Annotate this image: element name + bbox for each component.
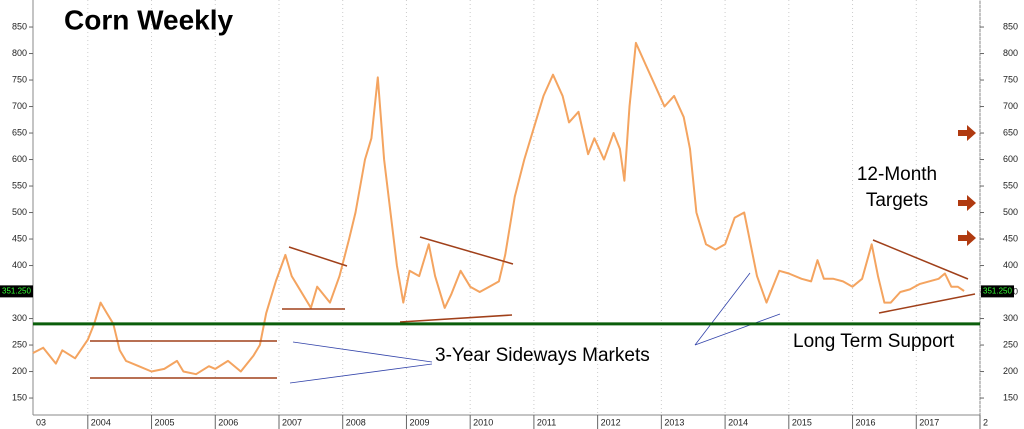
target-arrows [958,125,976,246]
y2-tick-label: 700 [1003,101,1018,111]
y-tick-label: 750 [12,74,27,84]
x-tick-label: 2015 [792,417,812,427]
arrow [958,125,976,141]
x-tick-label: 2013 [664,417,684,427]
trend-line [419,236,514,265]
trend-line [878,293,976,314]
y2-tick-label: 850 [1003,21,1018,31]
price-marker [0,285,33,298]
y-tick-label: 800 [12,48,27,58]
pointer-line [292,341,433,363]
y-tick-label: 300 [12,313,27,323]
x-tick-label: 2014 [728,417,748,427]
y2-tick-label: 800 [1003,48,1018,58]
price-label: 351.250 [983,286,1012,295]
trend-line [872,239,969,280]
y-tick-label: 500 [12,207,27,217]
x-tick-label: 2016 [856,417,876,427]
arrow [958,230,976,246]
y-tick-label: 150 [12,392,27,402]
y-tick-label: 400 [12,260,27,270]
y2-tick-label: 450 [1003,233,1018,243]
pointer-line [694,313,781,346]
y2-tick-label: 750 [1003,74,1018,84]
trend-line [399,314,513,323]
trend-line [288,246,348,267]
y2-tick-label: 200 [1003,366,1018,376]
x-tick-label: 2009 [409,417,429,427]
y2-tick-label: 400 [1003,260,1018,270]
y-tick-label: 650 [12,127,27,137]
x-tick-label: 2005 [155,417,175,427]
x-tick-label: 2004 [91,417,111,427]
x-tick-label: 2010 [473,417,493,427]
y2-tick-label: 150 [1003,392,1018,402]
x-tick-label: 2012 [601,417,621,427]
series [32,41,965,376]
pointer-line [289,363,433,384]
y2-tick-label: 550 [1003,180,1018,190]
price-marker [981,285,1014,298]
x-tick-label: 2011 [537,417,556,427]
y2-tick-label: 650 [1003,127,1018,137]
annotation: 3-Year Sideways Markets [435,345,650,366]
chart-title: Corn Weekly [64,4,234,35]
x-tick-label: 2008 [346,417,366,427]
y-tick-label: 700 [12,101,27,111]
x-tick-label: 2 [983,417,988,427]
trend-lines [90,236,976,379]
x-tick-label: 2017 [919,417,939,427]
y-tick-label: 600 [12,154,27,164]
y2-tick-label: 500 [1003,207,1018,217]
arrow [958,195,976,211]
x-tick-label: 2007 [282,417,302,427]
y-tick-label: 200 [12,366,27,376]
y-tick-label: 250 [12,339,27,349]
pointer-lines [289,272,781,384]
x-tick-label: 03 [36,417,46,427]
y2-tick-label: 250 [1003,339,1018,349]
y-tick-label: 850 [12,21,27,31]
price-label: 351.250 [2,286,31,295]
x-tick-label: 2006 [218,417,238,427]
pointer-line [694,272,751,346]
y2-tick-label: 600 [1003,154,1018,164]
annotation: 12-Month [857,164,937,185]
price-line [32,41,965,376]
annotation: Targets [866,190,928,211]
y2-tick-label: 300 [1003,313,1018,323]
annotation: Long Term Support [793,331,955,352]
y-tick-label: 550 [12,180,27,190]
y-tick-label: 450 [12,233,27,243]
